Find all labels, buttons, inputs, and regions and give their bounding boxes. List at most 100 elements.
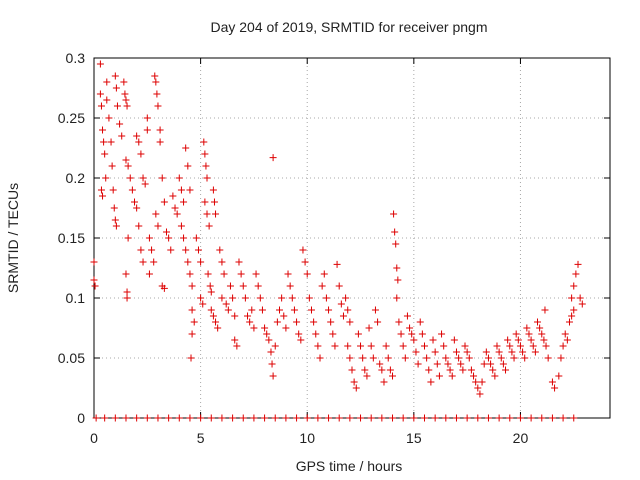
data-point xyxy=(325,306,333,314)
data-point xyxy=(269,372,277,380)
data-point xyxy=(489,366,497,374)
data-point xyxy=(229,294,237,302)
data-point xyxy=(207,414,215,422)
data-point xyxy=(574,260,582,268)
data-point xyxy=(151,72,159,80)
data-point xyxy=(148,246,156,254)
data-point xyxy=(113,102,121,110)
data-point xyxy=(111,216,119,224)
data-point xyxy=(359,354,367,362)
data-point xyxy=(406,324,414,332)
data-point xyxy=(203,174,211,182)
data-point xyxy=(229,414,237,422)
data-point xyxy=(452,348,460,356)
data-point xyxy=(252,270,260,278)
data-point xyxy=(182,246,190,254)
data-point xyxy=(346,318,354,326)
data-point xyxy=(293,414,301,422)
data-point xyxy=(346,414,354,422)
y-tick-label: 0.2 xyxy=(66,170,86,186)
data-point xyxy=(133,414,141,422)
data-point xyxy=(344,306,352,314)
data-point xyxy=(268,360,276,368)
data-point xyxy=(186,414,194,422)
data-point xyxy=(310,318,318,326)
data-point xyxy=(122,156,130,164)
x-tick-label: 10 xyxy=(299,430,315,446)
data-point xyxy=(312,330,320,338)
data-point xyxy=(233,342,241,350)
data-point xyxy=(570,306,578,314)
data-point xyxy=(346,354,354,362)
data-point xyxy=(141,180,149,188)
data-point xyxy=(103,96,111,104)
data-point xyxy=(548,378,556,386)
data-point xyxy=(112,222,120,230)
data-point xyxy=(202,162,210,170)
data-point xyxy=(137,150,145,158)
data-point xyxy=(207,288,215,296)
data-point xyxy=(459,366,467,374)
data-point xyxy=(342,294,350,302)
data-point xyxy=(137,246,145,254)
data-point xyxy=(465,354,473,362)
data-point xyxy=(121,90,129,98)
data-point xyxy=(559,342,567,350)
data-point xyxy=(371,306,379,314)
data-point xyxy=(97,102,105,110)
data-point xyxy=(455,354,463,362)
data-point xyxy=(239,414,247,422)
data-point xyxy=(470,372,478,380)
data-point xyxy=(218,414,226,422)
data-point xyxy=(499,360,507,368)
data-point xyxy=(559,414,567,422)
y-tick-label: 0 xyxy=(77,410,85,426)
data-point xyxy=(425,366,433,374)
data-point xyxy=(399,414,407,422)
data-point xyxy=(116,120,124,128)
data-point xyxy=(367,414,375,422)
data-point xyxy=(418,330,426,338)
data-point xyxy=(197,258,205,266)
data-point xyxy=(393,264,401,272)
data-point xyxy=(497,354,505,362)
data-point xyxy=(335,414,343,422)
data-point xyxy=(561,330,569,338)
data-point xyxy=(378,366,386,374)
data-point xyxy=(523,324,531,332)
data-point xyxy=(348,366,356,374)
data-point xyxy=(250,324,258,332)
data-point xyxy=(397,330,405,338)
data-point xyxy=(133,132,141,140)
data-point xyxy=(361,366,369,374)
x-axis-label: GPS time / hours xyxy=(296,458,403,474)
data-point xyxy=(207,306,215,314)
data-point xyxy=(414,360,422,368)
data-point xyxy=(209,186,217,194)
data-point xyxy=(101,414,109,422)
data-point xyxy=(516,342,524,350)
data-point xyxy=(204,270,212,278)
data-point xyxy=(177,186,185,194)
grid-layer xyxy=(94,58,610,418)
data-point xyxy=(427,378,435,386)
data-point xyxy=(412,348,420,356)
data-point xyxy=(199,300,207,308)
data-point xyxy=(408,330,416,338)
data-point xyxy=(339,312,347,320)
data-point xyxy=(241,294,249,302)
data-point xyxy=(555,372,563,380)
data-point xyxy=(476,390,484,398)
data-point xyxy=(572,270,580,278)
data-point xyxy=(187,354,195,362)
data-point xyxy=(325,414,333,422)
data-point xyxy=(91,282,99,290)
data-point xyxy=(284,270,292,278)
data-point xyxy=(431,348,439,356)
data-point xyxy=(139,258,147,266)
data-point xyxy=(354,330,362,338)
data-point xyxy=(450,336,458,344)
data-point xyxy=(126,174,134,182)
data-point xyxy=(239,282,247,290)
data-point xyxy=(386,366,394,374)
